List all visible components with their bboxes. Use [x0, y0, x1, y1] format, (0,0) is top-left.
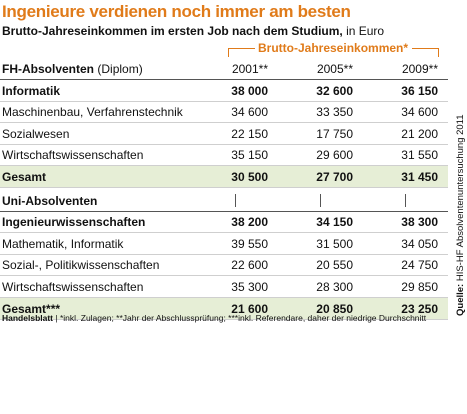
cell-value: 24 750	[401, 258, 438, 273]
section-header: FH-Absolventen (Diplom) 2001** 2005** 2009*…	[0, 58, 448, 80]
table-row: Wirtschaftswissenschaften 35 300 28 300 29 …	[0, 276, 448, 298]
cell-value: 30 500	[231, 170, 268, 184]
source-label: Quelle:	[455, 283, 466, 316]
row-label: Wirtschaftswissenschaften	[2, 148, 144, 163]
cell-value: 31 450	[401, 170, 438, 184]
cell-value: 21 200	[401, 126, 438, 141]
cell-value: 27 700	[316, 170, 353, 184]
table-row: Informatik 38 000 32 600 36 150	[0, 80, 448, 102]
cell-value: 34 150	[316, 215, 353, 230]
row-label: Ingenieurwissenschaften	[2, 215, 146, 230]
cell-value: 32 600	[316, 83, 353, 98]
cell-value: 21 600	[231, 301, 268, 316]
source: Quelle: HIS-HF Absolventenuntersuchung 2…	[455, 114, 466, 316]
table-row: Maschinenbau, Verfahrenstechnik 34 600 33 …	[0, 101, 448, 124]
cell-value: 31 550	[401, 148, 438, 163]
source-text: HIS-HF Absolventenuntersuchung 2011	[455, 114, 466, 282]
cell-value: 29 850	[401, 280, 438, 294]
cell-value: 34 600	[231, 105, 268, 120]
section-note: (Diplom)	[97, 62, 143, 76]
subtitle-text: Brutto-Jahreseinkommen im ersten Job nac…	[2, 24, 343, 38]
cell-value: 36 150	[401, 83, 438, 98]
column-separator	[405, 193, 406, 207]
cell-value: 33 350	[316, 105, 353, 120]
cell-value: 17 750	[316, 126, 353, 141]
row-label: Sozialwesen	[2, 126, 70, 141]
row-label: Mathematik, Informatik	[2, 236, 124, 251]
cell-value: 38 300	[401, 215, 438, 230]
row-label: Gesamt	[2, 170, 47, 184]
footer: Handelsblatt | *inkl. Zulagen; **Jahr de…	[2, 313, 426, 323]
subtitle-unit: in Euro	[346, 24, 385, 38]
cell-value: 34 600	[401, 105, 438, 120]
cell-value: 22 150	[231, 126, 268, 141]
table-row: Ingenieurwissenschaften 38 200 34 150 38 30…	[0, 211, 448, 234]
cell-value: 23 250	[401, 301, 438, 316]
column-header: 2005**	[316, 62, 353, 76]
section-title: FH-Absolventen	[2, 62, 95, 76]
cell-value: 20 550	[316, 258, 353, 273]
table-row: Mathematik, Informatik 39 550 31 500 34 050	[0, 233, 448, 255]
row-label: Sozial-, Politikwissenschaften	[2, 258, 160, 273]
column-header: 2009**	[401, 62, 438, 76]
group-bracket	[228, 48, 255, 57]
cell-value: 39 550	[231, 236, 268, 251]
row-label: Maschinenbau, Verfahrenstechnik	[2, 105, 183, 120]
cell-value: 28 300	[316, 280, 353, 294]
cell-value: 29 600	[316, 148, 353, 163]
subtitle: Brutto-Jahreseinkommen im ersten Job nac…	[2, 24, 384, 38]
column-separator	[320, 193, 321, 207]
row-label: Wirtschaftswissenschaften	[2, 280, 144, 294]
cell-value: 35 150	[231, 148, 268, 163]
section-label: Uni-Absolventen	[2, 194, 97, 208]
cell-value: 34 050	[401, 236, 438, 251]
column-header: 2001**	[231, 62, 268, 76]
cell-value: 38 000	[231, 83, 268, 98]
group-bracket	[412, 48, 439, 57]
row-label: Gesamt***	[2, 301, 61, 316]
total-row: Gesamt*** 21 600 20 850 23 250	[0, 297, 448, 320]
section-title: Uni-Absolventen	[2, 193, 98, 208]
table-row: Wirtschaftswissenschaften 35 150 29 600 31 …	[0, 144, 448, 167]
column-separator	[235, 193, 236, 207]
title: Ingenieure verdienen noch immer am beste…	[2, 2, 351, 21]
section-label: FH-Absolventen (Diplom)	[2, 62, 143, 76]
table-row: Sozialwesen 22 150 17 750 21 200	[0, 123, 448, 145]
cell-value: 35 300	[231, 280, 268, 294]
group-header: Brutto-Jahreseinkommen*	[258, 41, 409, 55]
cell-value: 31 500	[316, 236, 353, 251]
cell-value: 38 200	[231, 215, 268, 230]
section-header: Uni-Absolventen	[0, 190, 448, 212]
cell-value: 22 600	[231, 258, 268, 273]
cell-value: 20 850	[316, 301, 353, 316]
table-row: Sozial-, Politikwissenschaften 22 600 20 5…	[0, 254, 448, 277]
row-label: Informatik	[2, 83, 61, 98]
publisher: Handelsblatt	[2, 313, 54, 323]
total-row: Gesamt 30 500 27 700 31 450	[0, 166, 448, 188]
footnotes: | *inkl. Zulagen; **Jahr der Abschlusspr…	[55, 313, 427, 323]
